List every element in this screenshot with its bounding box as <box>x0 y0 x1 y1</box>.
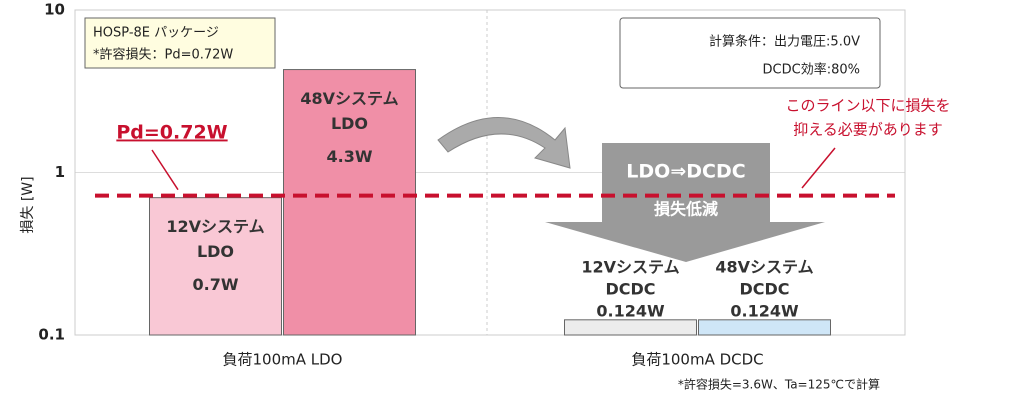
arrow-title: LDO⇒DCDC <box>626 161 745 183</box>
package-pd: *許容損失：Pd=0.72W <box>93 47 233 63</box>
condition-box <box>619 17 881 89</box>
curved-arrow <box>437 117 571 169</box>
bar-label: DCDC <box>739 279 789 298</box>
bar <box>149 197 282 336</box>
x-tick-label: 負荷100mA LDO <box>223 351 343 369</box>
y-tick-label: 10 <box>44 1 65 19</box>
package-name: HOSP-8E パッケージ <box>93 26 219 41</box>
bar-label: 12Vシステム <box>581 257 679 276</box>
bar <box>698 319 831 336</box>
plot-frame <box>74 9 906 336</box>
line-note: 抑える必要があります <box>793 121 943 139</box>
condition-voltage: 計算条件：出力電圧:5.0V <box>709 34 860 50</box>
down-arrow <box>545 143 825 262</box>
bar <box>564 319 697 336</box>
package-box <box>84 17 276 69</box>
x-tick-label: 負荷100mA DCDC <box>631 351 763 369</box>
condition-efficiency: DCDC効率:80% <box>763 62 860 78</box>
bar-value-label: 4.3W <box>327 147 373 166</box>
bar-label: LDO <box>197 242 234 261</box>
bar-label: 48Vシステム <box>715 257 813 276</box>
bar-label: 48Vシステム <box>300 89 398 108</box>
reference-leader <box>151 149 179 191</box>
footnote: *許容損失=3.6W、Ta=125℃で計算 <box>678 377 880 392</box>
y-axis-label: 損失 [W] <box>20 176 36 233</box>
bar-value-label: 0.7W <box>193 275 239 294</box>
y-tick-label: 0.1 <box>38 326 65 344</box>
line-note: このライン以下に損失を <box>785 97 950 115</box>
note-leader <box>801 147 836 189</box>
bar <box>283 69 416 336</box>
bar-value-label: 0.124W <box>730 301 799 320</box>
bar-value-label: 0.124W <box>596 301 665 320</box>
bar-label: 12Vシステム <box>166 217 264 236</box>
bar-label: DCDC <box>605 279 655 298</box>
arrow-subtitle: 損失低減 <box>654 200 718 219</box>
bar-label: LDO <box>331 114 368 133</box>
reference-label: Pd=0.72W <box>116 122 227 144</box>
y-tick-label: 1 <box>55 163 65 181</box>
